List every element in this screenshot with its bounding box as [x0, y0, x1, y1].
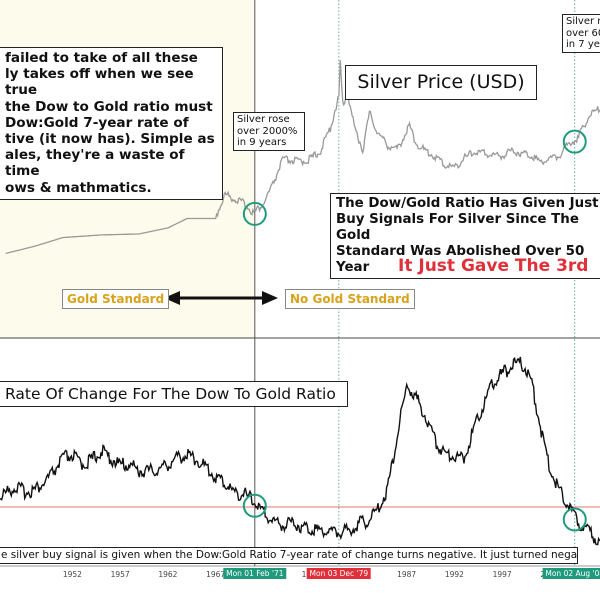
- date-badge: Mon 03 Dec '79: [306, 568, 372, 579]
- roc-buy-signal-circle: [562, 507, 587, 532]
- gold-standard-label: Gold Standard: [62, 289, 170, 309]
- date-badge: Mon 02 Aug '04: [542, 568, 600, 579]
- commentary-line: ows & mathmatics.: [5, 179, 152, 196]
- price-chart-title: Silver Price (USD): [345, 65, 537, 100]
- note-line: Silver r: [566, 16, 600, 27]
- x-tick-label: 1992: [444, 570, 464, 579]
- signals-line: The Dow/Gold Ratio Has Given Just 2: [336, 196, 600, 211]
- x-tick-label: 1967: [206, 570, 226, 579]
- signals-line: Standard Was Abolished Over 50 Year: [336, 244, 585, 275]
- commentary-line: Dow:Gold 7-year rate of: [5, 114, 189, 131]
- note-line: Silver rose: [237, 114, 290, 125]
- x-tick-label: 1957: [110, 570, 130, 579]
- note-line: over 2000%: [237, 125, 298, 137]
- silver-rise-note-recent: Silver r over 60 in 7 ye: [562, 14, 600, 53]
- dow-gold-roc-line: [0, 356, 600, 546]
- date-badge: Mon 01 Feb '71: [223, 568, 287, 579]
- standard-arrow-right-head: [262, 291, 278, 305]
- roc-buy-signal-circle: [242, 493, 267, 518]
- x-tick-label: 1952: [62, 570, 82, 579]
- commentary-line: ales, they're a waste of time: [5, 147, 185, 180]
- roc-chart-title: Rate Of Change For The Dow To Gold Ratio: [0, 381, 348, 407]
- left-commentary-box: failed to take of all these ly takes off…: [0, 47, 223, 200]
- silver-price-line: [5, 60, 600, 255]
- price-buy-signal-circle: [562, 129, 587, 154]
- note-line: over 60: [566, 27, 600, 39]
- x-tick-label: 1997: [492, 570, 512, 579]
- buy-signals-box: The Dow/Gold Ratio Has Given Just 2 Buy …: [330, 193, 600, 279]
- bottom-explanation: e silver buy signal is given when the Do…: [0, 547, 578, 564]
- commentary-line: tive (it now has). Simple as: [5, 131, 215, 148]
- note-line: in 7 ye: [566, 39, 600, 50]
- standard-arrow-left-head: [164, 291, 180, 305]
- no-gold-standard-label: No Gold Standard: [285, 289, 415, 309]
- third-signal-headline: It Just Gave The 3rd: [398, 256, 589, 276]
- commentary-line: ly takes off when we see true: [5, 66, 194, 99]
- silver-rise-note: Silver rose over 2000% in 9 years: [233, 112, 305, 151]
- signals-line: Buy Signals For Silver Since The Gold: [336, 212, 579, 243]
- commentary-line: failed to take of all these: [5, 50, 198, 66]
- x-tick-label: 1962: [158, 570, 178, 579]
- x-tick-label: 1987: [397, 570, 417, 579]
- commentary-line: the Dow to Gold ratio must: [5, 98, 213, 115]
- note-line: in 9 years: [237, 137, 287, 148]
- price-buy-signal-circle: [242, 201, 267, 226]
